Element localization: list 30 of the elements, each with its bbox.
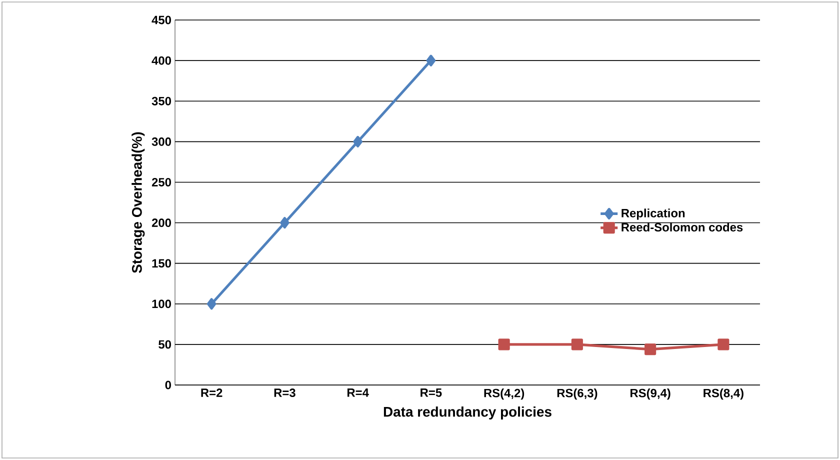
point [718, 338, 730, 350]
x-tick-label: R=4 [347, 388, 369, 397]
x-tick-label: R=3 [274, 388, 296, 398]
x-axis-title: Data redundancy policies [384, 406, 552, 420]
point [353, 136, 362, 148]
y-tick-label: 450 [152, 16, 171, 24]
point [644, 344, 656, 356]
point [571, 338, 583, 350]
point [426, 54, 436, 66]
y-tick-label: 0 [165, 380, 171, 390]
y-tick-label: 100 [152, 300, 171, 308]
x-tick-label: RS(9,4) [630, 388, 670, 400]
point [498, 338, 510, 350]
legend-label: Replication [622, 208, 685, 220]
legend-label: Reed-Solomon codes [622, 222, 743, 232]
x-tick-label: RS(8,4) [704, 388, 744, 400]
y-tick-label: 250 [152, 178, 171, 186]
y-tick-label: 350 [152, 96, 171, 106]
y-tick-label: 200 [152, 218, 171, 227]
x-tick-label: RS(6,3) [557, 388, 598, 400]
y-tick-label: 150 [152, 259, 171, 268]
x-tick-label: RS(4,2) [484, 388, 524, 400]
y-tick-label: 400 [152, 56, 171, 65]
y-tick-label: 300 [152, 137, 171, 146]
y-tick-label: 50 [158, 340, 171, 349]
x-tick-label: R=5 [420, 388, 442, 397]
point [206, 298, 216, 310]
point [280, 217, 290, 229]
y-axis-title: Storage Overhead(%) [132, 132, 145, 274]
x-tick-label: R=2 [201, 388, 222, 397]
